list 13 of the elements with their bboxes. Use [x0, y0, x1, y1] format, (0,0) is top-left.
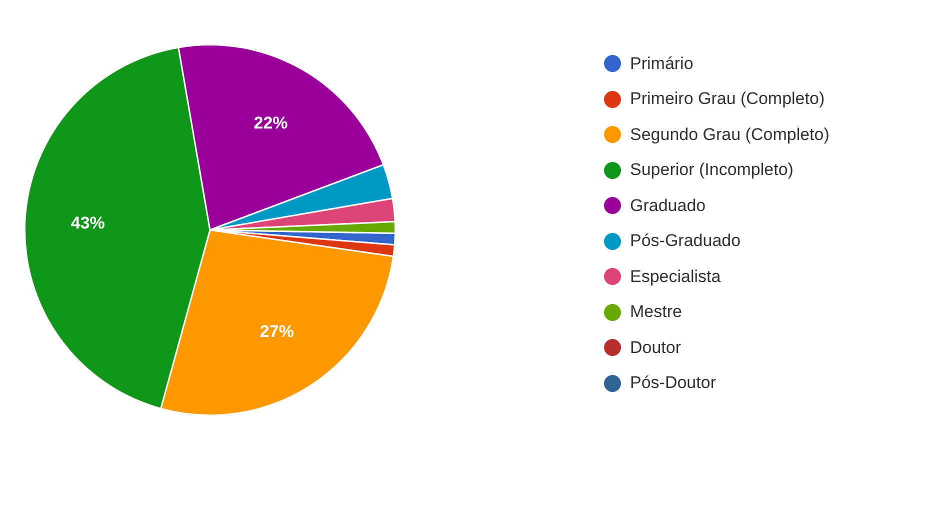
legend-label: Graduado: [630, 196, 706, 216]
data-label: 43%: [70, 214, 105, 233]
legend-label: Especialista: [630, 266, 721, 287]
legend-label: Doutor: [630, 338, 682, 358]
legend-label: Pós-Doutor: [630, 373, 716, 394]
data-label: 22%: [254, 114, 288, 133]
legend-label: Mestre: [630, 302, 682, 322]
legend-label: Segundo Grau (Completo): [630, 124, 830, 145]
legend-label: Superior (Incompleto): [630, 160, 794, 180]
data-label: 27%: [260, 322, 294, 341]
legend-label: Pós-Graduado: [630, 231, 741, 252]
legend-label: Primeiro Grau (Completo): [630, 89, 825, 110]
legend-label: Primário: [630, 54, 694, 74]
